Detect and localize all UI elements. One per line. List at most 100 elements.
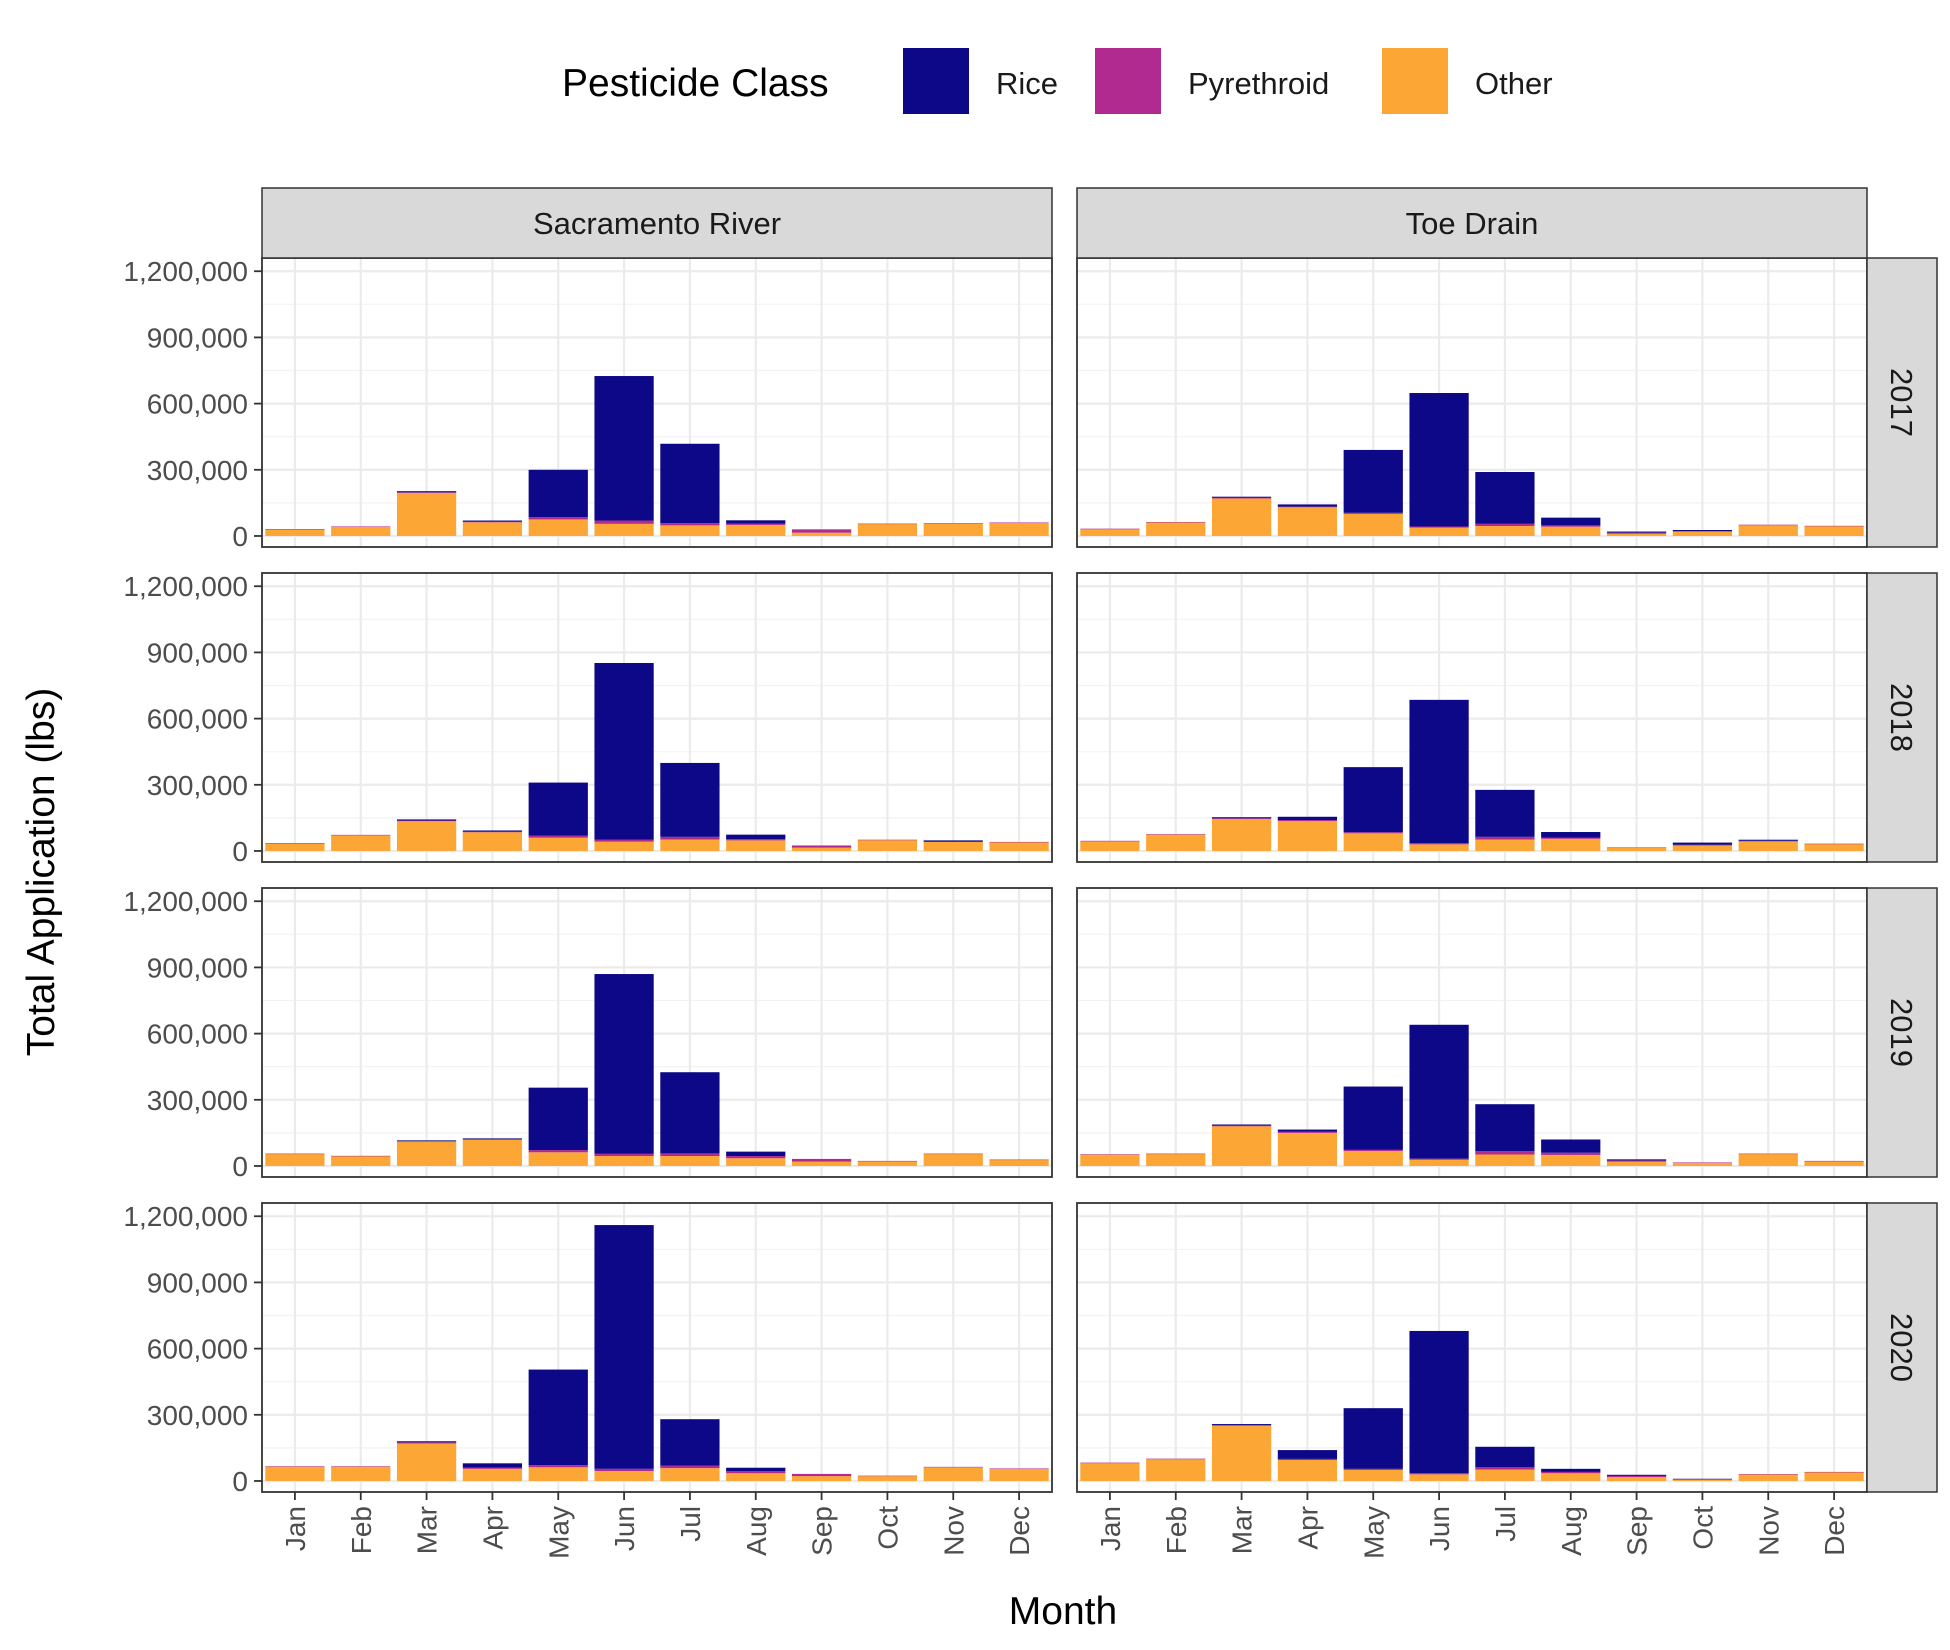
bar-rice-nov <box>923 840 983 842</box>
bar-other-jan <box>1080 1462 1140 1481</box>
bar-other-oct <box>857 1476 918 1481</box>
bar-pyrethroid-sep <box>791 1473 852 1477</box>
bar-pyrethroid-dec <box>1804 525 1864 527</box>
bar-other-jul <box>1475 1154 1535 1166</box>
bar-rice-jun <box>1409 699 1469 844</box>
bar-other-may <box>528 837 588 851</box>
row-strip-bg <box>1866 572 1938 863</box>
bar-pyrethroid-apr <box>462 1139 523 1140</box>
x-tick-label-jun: Jun <box>1424 1506 1455 1551</box>
bar-pyrethroid-may <box>528 1150 588 1153</box>
bar-other-jul <box>1475 839 1535 851</box>
bar-rice-jul <box>660 1072 720 1154</box>
bar-rice-mar <box>1211 496 1272 498</box>
bar-pyrethroid-jun <box>1409 843 1469 845</box>
bar-pyrethroid-may <box>1343 512 1403 514</box>
legend-swatch-rice <box>903 48 969 114</box>
bar-rice-may <box>1343 767 1403 833</box>
bar-rice-sep <box>1606 1159 1667 1161</box>
bar-other-jul <box>660 525 720 536</box>
bar-rice-apr <box>1277 1450 1338 1459</box>
facet-strips: Sacramento River Toe Drain 2017 2018 2019 202… <box>261 187 1938 1493</box>
bar-rice-aug <box>1541 1468 1601 1472</box>
bar-rice-may <box>1343 1086 1403 1150</box>
row-strip-2017: 2017 <box>1866 257 1938 548</box>
bar-rice-mar <box>396 1140 457 1142</box>
bar-rice-apr <box>1277 504 1338 507</box>
bar-rice-jul <box>1475 1104 1535 1152</box>
bar-pyrethroid-jun <box>594 520 654 524</box>
y-tick-label: 300,000 <box>147 1085 248 1116</box>
bar-rice-may <box>1343 1408 1403 1469</box>
y-tick-label: 600,000 <box>147 1019 248 1050</box>
bar-pyrethroid-may <box>528 1465 588 1468</box>
bar-pyrethroid-jan <box>265 529 325 530</box>
bar-pyrethroid-mar <box>1211 1425 1272 1426</box>
panel-border <box>261 572 1053 863</box>
bar-pyrethroid-sep <box>791 845 852 848</box>
bar-pyrethroid-jan <box>265 843 325 844</box>
bar-pyrethroid-sep <box>1606 1475 1667 1477</box>
bar-pyrethroid-nov <box>923 1466 983 1468</box>
bar-other-sep <box>1606 1161 1667 1166</box>
bar-rice-nov <box>1738 839 1798 841</box>
bar-other-sep <box>791 532 852 536</box>
y-tick-label: 300,000 <box>147 1400 248 1431</box>
bar-pyrethroid-mar <box>396 1141 457 1142</box>
x-axis-title: Month <box>1009 1590 1117 1633</box>
panel-toe-drain-2020 <box>1076 1202 1868 1493</box>
row-strip-bg <box>1866 887 1938 1178</box>
y-tick-label: 900,000 <box>147 322 248 353</box>
legend-title: Pesticide Class <box>562 62 829 105</box>
bar-other-oct <box>1672 531 1733 536</box>
bar-other-nov <box>1738 1153 1798 1166</box>
bar-pyrethroid-jul <box>1475 836 1535 840</box>
bar-other-aug <box>1541 1473 1601 1481</box>
bar-rice-may <box>528 782 588 836</box>
bar-rice-mar <box>1211 1424 1272 1426</box>
bar-other-apr <box>1277 1460 1338 1481</box>
bar-other-aug <box>726 1473 786 1481</box>
row-strip-label: 2018 <box>1884 683 1919 752</box>
bar-other-aug <box>726 840 786 851</box>
bar-other-mar <box>1211 1425 1272 1481</box>
bar-pyrethroid-oct <box>1672 844 1733 846</box>
bar-other-nov <box>923 841 983 851</box>
bar-other-feb <box>1146 834 1206 851</box>
bar-rice-oct <box>1672 1478 1733 1480</box>
y-tick-label: 1,200,000 <box>123 886 248 917</box>
bar-rice-mar <box>1211 1124 1272 1126</box>
bar-other-may <box>1343 1469 1403 1481</box>
bar-other-feb <box>1146 1458 1206 1481</box>
x-tick-label-mar: Mar <box>1227 1506 1258 1554</box>
bar-rice-jun <box>594 663 654 840</box>
bar-pyrethroid-dec <box>989 522 1049 524</box>
x-tick-label-sep: Sep <box>1622 1506 1653 1556</box>
bar-pyrethroid-nov <box>923 523 983 524</box>
y-axis-title: Total Application (lbs) <box>20 688 63 1057</box>
bar-other-mar <box>1211 498 1272 536</box>
panel-background <box>262 1203 1052 1492</box>
bar-other-nov <box>1738 1474 1798 1481</box>
bar-other-apr <box>462 1139 523 1166</box>
bar-other-may <box>1343 513 1403 536</box>
bar-pyrethroid-oct <box>857 839 918 841</box>
legend-swatch-other <box>1382 48 1448 114</box>
x-tick-label-jul: Jul <box>1490 1506 1521 1542</box>
panel-background <box>1077 573 1867 862</box>
bar-pyrethroid-oct <box>1672 531 1733 532</box>
y-tick-label: 0 <box>232 1151 248 1182</box>
bar-rice-aug <box>1541 1139 1601 1153</box>
bar-rice-jun <box>1409 1330 1469 1474</box>
bar-rice-aug <box>1541 517 1601 526</box>
panel-sacramento-river-2018 <box>261 572 1053 863</box>
bar-rice-aug <box>726 1151 786 1157</box>
bar-other-sep <box>791 1161 852 1166</box>
bar-rice-apr <box>462 520 523 522</box>
bar-pyrethroid-may <box>1343 832 1403 834</box>
bar-rice-jul <box>1475 1446 1535 1468</box>
bar-other-mar <box>396 492 457 536</box>
bar-other-oct <box>857 839 918 851</box>
column-strip-toe-drain: Toe Drain <box>1076 187 1868 259</box>
